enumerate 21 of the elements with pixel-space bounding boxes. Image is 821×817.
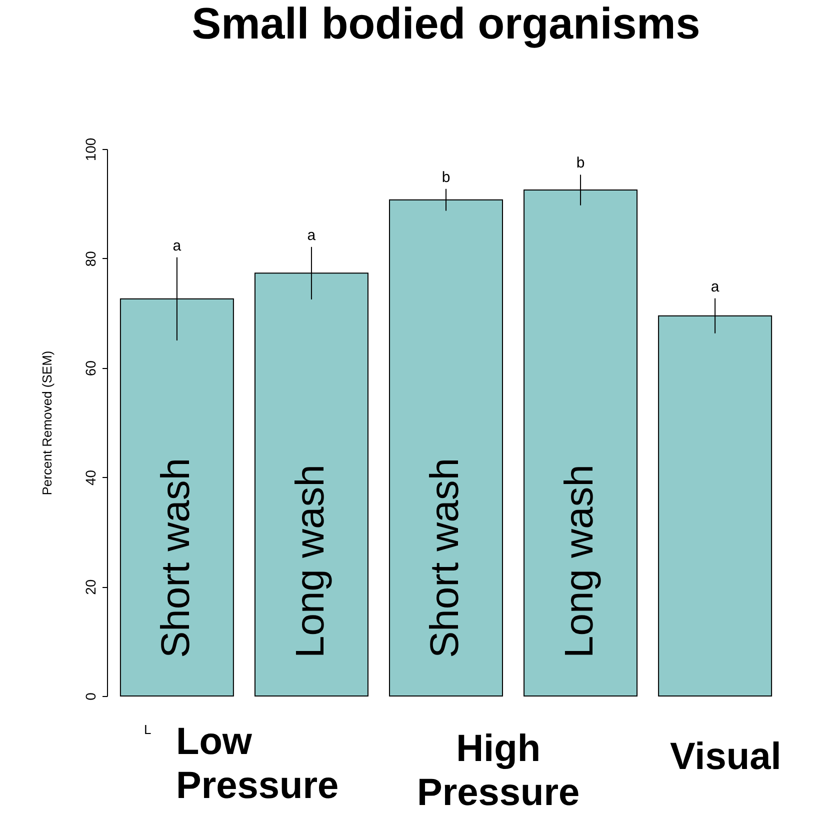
x-tick-label: Long wash: [558, 464, 602, 658]
data-label: a: [710, 278, 720, 296]
y-tick-label: 40: [82, 470, 98, 486]
y-tick-label: 100: [82, 138, 98, 162]
y-axis-title: Percent Removed (SEM): [40, 350, 54, 496]
data-label: b: [442, 168, 450, 186]
chart-title: Small bodied organisms: [192, 0, 700, 48]
x-tick-label: Short wash: [154, 458, 198, 658]
text: Visual: [670, 735, 782, 779]
y-tick-label: 20: [82, 579, 98, 595]
text: High Pressure: [417, 727, 580, 815]
y-tick-label: 60: [82, 360, 98, 376]
text: L: [144, 722, 152, 737]
data-label: a: [307, 226, 316, 244]
x-tick-label: Short wash: [423, 458, 467, 658]
y-tick-label: 80: [82, 250, 98, 267]
data-label: a: [172, 237, 182, 254]
y-tick-label: 0: [82, 692, 98, 700]
text: Low Pressure: [176, 720, 339, 808]
data-label: b: [576, 154, 585, 172]
x-tick-label: Long wash: [288, 464, 332, 658]
